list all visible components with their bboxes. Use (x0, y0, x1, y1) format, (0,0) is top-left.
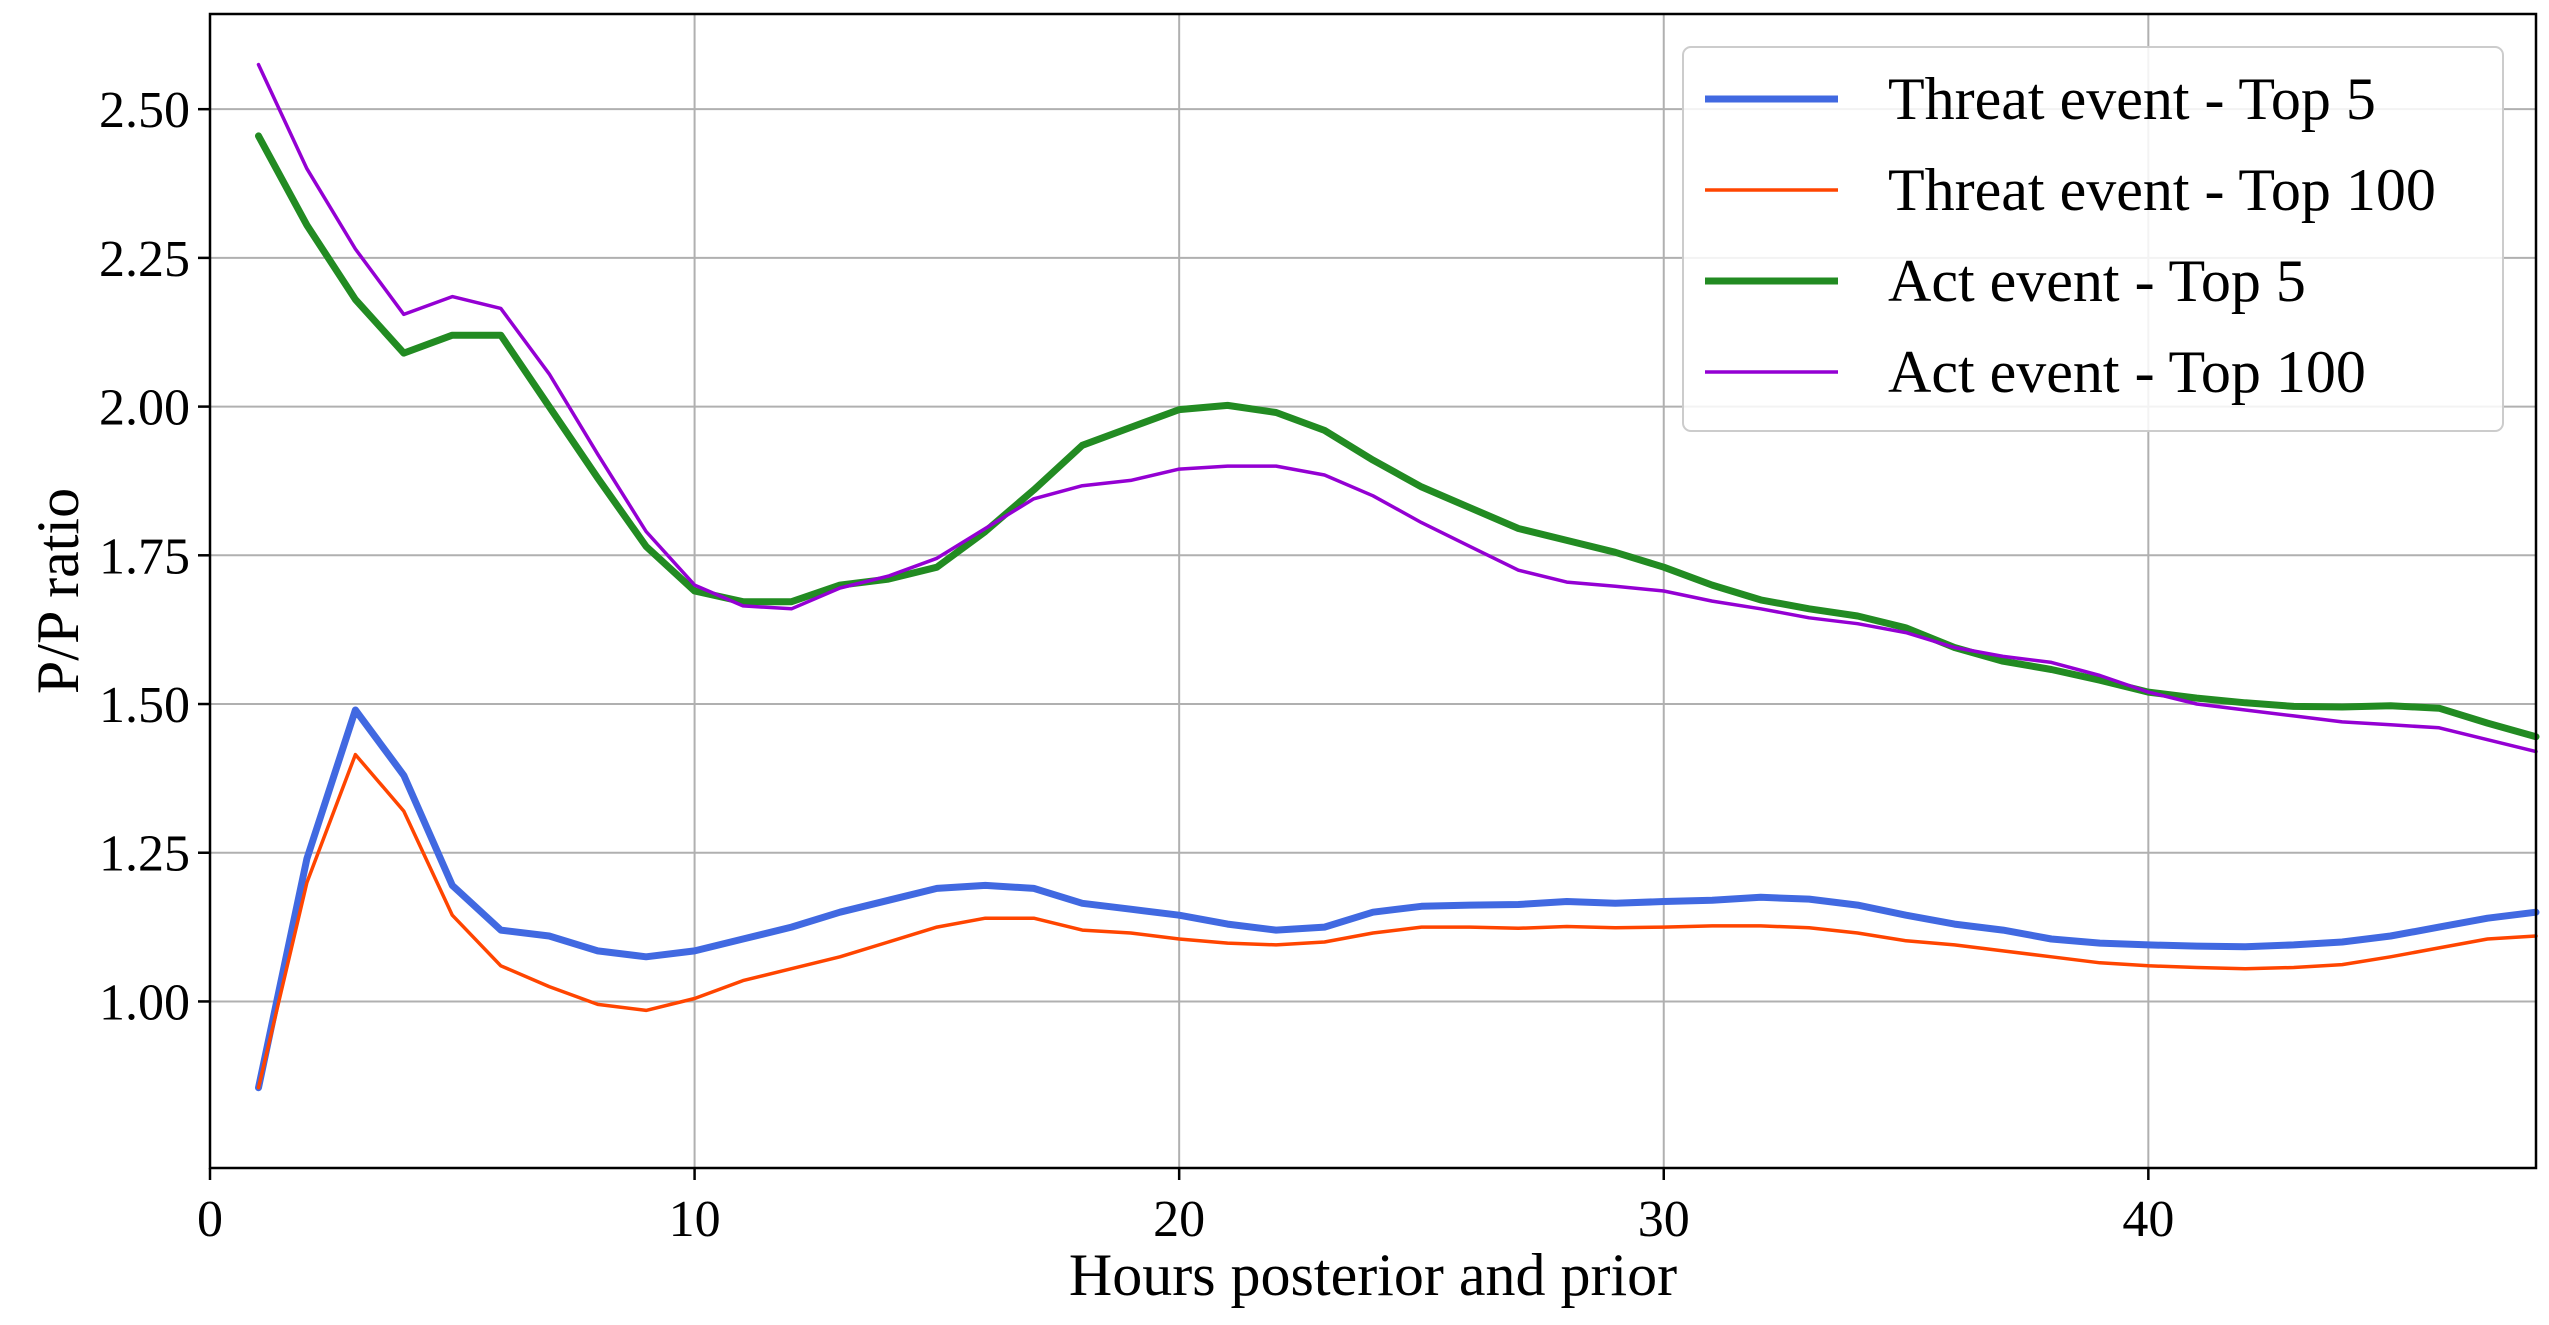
legend-label: Act event - Top 100 (1888, 339, 2366, 405)
y-tick-label: 1.50 (99, 677, 190, 734)
legend-label: Threat event - Top 100 (1888, 157, 2436, 223)
y-tick-label: 2.25 (99, 231, 190, 288)
legend-label: Threat event - Top 5 (1888, 66, 2376, 132)
series-line-2 (256, 752, 2538, 1090)
legend-item: Act event - Top 5 (1705, 248, 2306, 314)
legend-item: Threat event - Top 100 (1705, 157, 2436, 223)
y-axis: 1.00 1.25 1.50 1.75 2.00 2.25 2.50 (99, 82, 210, 1031)
y-tick-label: 2.00 (99, 380, 190, 437)
x-tick-label: 40 (2122, 1191, 2174, 1248)
legend: Threat event - Top 5 Threat event - Top 1… (1682, 46, 2504, 432)
series-line-4 (256, 62, 2538, 754)
y-tick-label: 1.25 (99, 826, 190, 883)
y-tick-label: 1.00 (99, 974, 190, 1031)
x-tick-label: 30 (1638, 1191, 1690, 1248)
legend-label: Act event - Top 5 (1888, 248, 2306, 314)
series-lines (255, 62, 2540, 1092)
legend-item: Threat event - Top 5 (1705, 66, 2376, 132)
legend-item: Act event - Top 100 (1705, 339, 2366, 405)
x-axis-label: Hours posterior and prior (1069, 1242, 1677, 1308)
x-tick-label: 20 (1153, 1191, 1205, 1248)
y-axis-label: P/P ratio (25, 488, 91, 694)
y-tick-label: 2.50 (99, 82, 190, 139)
legend-box (1682, 46, 2504, 432)
plot-frame (208, 12, 2538, 1170)
x-tick-label: 10 (669, 1191, 721, 1248)
x-axis: 0 10 20 30 40 (197, 1168, 2174, 1248)
series-line-1 (255, 706, 2540, 1092)
x-tick-label: 0 (197, 1191, 223, 1248)
y-tick-label: 1.75 (99, 528, 190, 585)
